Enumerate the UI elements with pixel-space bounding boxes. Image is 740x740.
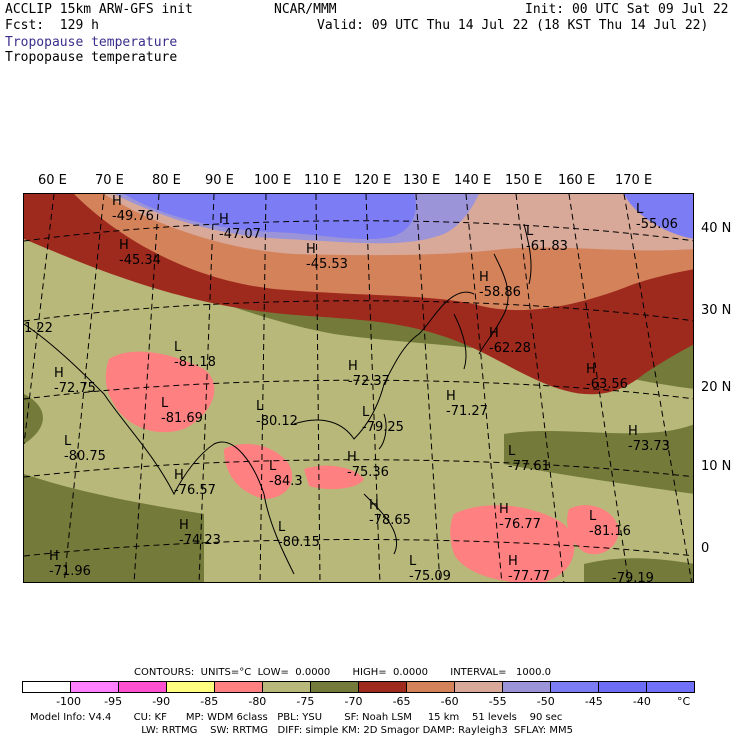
extremum-label: H -62.28 — [489, 326, 531, 356]
color-swatch — [503, 682, 551, 692]
extremum-label: L -84.3 — [269, 459, 303, 489]
lat-label: 0 — [701, 541, 710, 556]
color-swatch — [551, 682, 599, 692]
lon-label: 110 E — [304, 173, 342, 188]
valid-time: Valid: 09 UTC Thu 14 Jul 22 (18 KST Thu … — [317, 18, 709, 33]
color-bar-tick: -55 — [488, 695, 507, 708]
color-bar-tick: -50 — [536, 695, 555, 708]
extremum-label: H -45.34 — [119, 238, 161, 268]
color-swatch — [263, 682, 311, 692]
extremum-label: L -80.75 — [64, 434, 106, 464]
extremum-label: L -80.15 — [278, 520, 320, 550]
color-bar-tick: -70 — [344, 695, 363, 708]
color-swatch — [71, 682, 119, 692]
physics-info-line: LW: RRTMG SW: RRTMG DIFF: simple KM: 2D … — [30, 725, 573, 736]
extremum-label: L -81.69 — [161, 396, 203, 426]
extremum-label: L -81.18 — [174, 340, 216, 370]
extremum-label: L -79.25 — [362, 405, 404, 435]
color-swatch — [215, 682, 263, 692]
lat-label: 20 N — [701, 380, 732, 395]
extremum-label: L -81.16 — [589, 509, 631, 539]
lon-label: 130 E — [403, 173, 441, 188]
color-bar-tick: -40 — [632, 695, 651, 708]
color-bar-tick: -75 — [296, 695, 315, 708]
lon-label: 150 E — [505, 173, 543, 188]
color-bar — [22, 681, 695, 693]
tropopause-temperature-map: H -49.76 H -47.07 H -45.34 H -45.53 L -61.83 … — [23, 193, 694, 583]
color-swatch — [455, 682, 503, 692]
field-title-shaded: Tropopause temperature — [5, 35, 178, 50]
extremum-label: H -71.27 — [446, 389, 488, 419]
map-canvas — [24, 194, 693, 582]
extremum-label: -79.19 — [612, 571, 654, 583]
color-bar-tick: -100 — [56, 695, 82, 708]
extremum-label: H -78.65 — [369, 498, 411, 528]
extremum-label: L -77.61 — [508, 444, 550, 474]
model-info-line: Model Info: V4.4 CU: KF MP: WDM 6class P… — [30, 712, 563, 723]
extremum-label: H -71.96 — [49, 549, 91, 579]
lat-label: 30 N — [701, 303, 732, 318]
color-swatch — [119, 682, 167, 692]
lon-label: 160 E — [558, 173, 596, 188]
lat-label: 10 N — [701, 459, 732, 474]
extremum-label: H -73.73 — [628, 424, 670, 454]
color-bar-tick: -80 — [248, 695, 267, 708]
extremum-label: L -61.83 — [526, 224, 568, 254]
extremum-label: H -76.57 — [174, 468, 216, 498]
extremum-label: H -75.36 — [347, 450, 389, 480]
extremum-label: H -47.07 — [219, 212, 261, 242]
color-bar-tick: -90 — [152, 695, 171, 708]
color-swatch — [407, 682, 455, 692]
extremum-label: H -77.77 — [508, 554, 550, 583]
color-bar-tick: -95 — [104, 695, 123, 708]
init-time: Init: 00 UTC Sat 09 Jul 22 — [525, 2, 729, 17]
color-swatch — [647, 682, 694, 692]
color-bar-tick: -65 — [392, 695, 411, 708]
lon-label: 80 E — [152, 173, 181, 188]
extremum-label: H -58.86 — [479, 270, 521, 300]
contours-info: CONTOURS: UNITS=°C LOW= 0.0000 HIGH= 0.0… — [134, 667, 552, 678]
lon-label: 90 E — [205, 173, 234, 188]
color-swatch — [311, 682, 359, 692]
lon-label: 120 E — [354, 173, 392, 188]
extremum-label: H -49.76 — [112, 194, 154, 224]
color-bar-tick: -45 — [584, 695, 603, 708]
lon-label: 70 E — [95, 173, 124, 188]
color-swatch — [359, 682, 407, 692]
color-bar-tick: -60 — [440, 695, 459, 708]
lon-label: 140 E — [454, 173, 492, 188]
extremum-label: H -72.75 — [54, 366, 96, 396]
lon-label: 60 E — [38, 173, 67, 188]
lon-label: 170 E — [615, 173, 653, 188]
extremum-label: L -75.09 — [409, 554, 451, 583]
extremum-label: L -80.12 — [256, 399, 298, 429]
color-swatch — [167, 682, 215, 692]
model-title: ACCLIP 15km ARW-GFS init — [5, 2, 193, 17]
institution-label: NCAR/MMM — [274, 2, 337, 17]
extremum-label: H -63.56 — [586, 362, 628, 392]
extremum-label: H -45.53 — [306, 242, 348, 272]
forecast-hour: Fcst: 129 h — [5, 18, 99, 33]
color-bar-tick: °C — [677, 695, 691, 708]
extremum-label: H -76.77 — [499, 502, 541, 532]
extremum-label: H -74.23 — [179, 518, 221, 548]
extremum-label: L -55.06 — [636, 202, 678, 232]
lon-label: 100 E — [254, 173, 292, 188]
extremum-label: H -72.37 — [348, 359, 390, 389]
color-bar-tick: -85 — [200, 695, 219, 708]
field-title-contour: Tropopause temperature — [5, 50, 178, 65]
lat-label: 40 N — [701, 221, 732, 236]
extremum-label: 1.22 — [24, 321, 53, 336]
color-swatch — [23, 682, 71, 692]
color-swatch — [599, 682, 647, 692]
